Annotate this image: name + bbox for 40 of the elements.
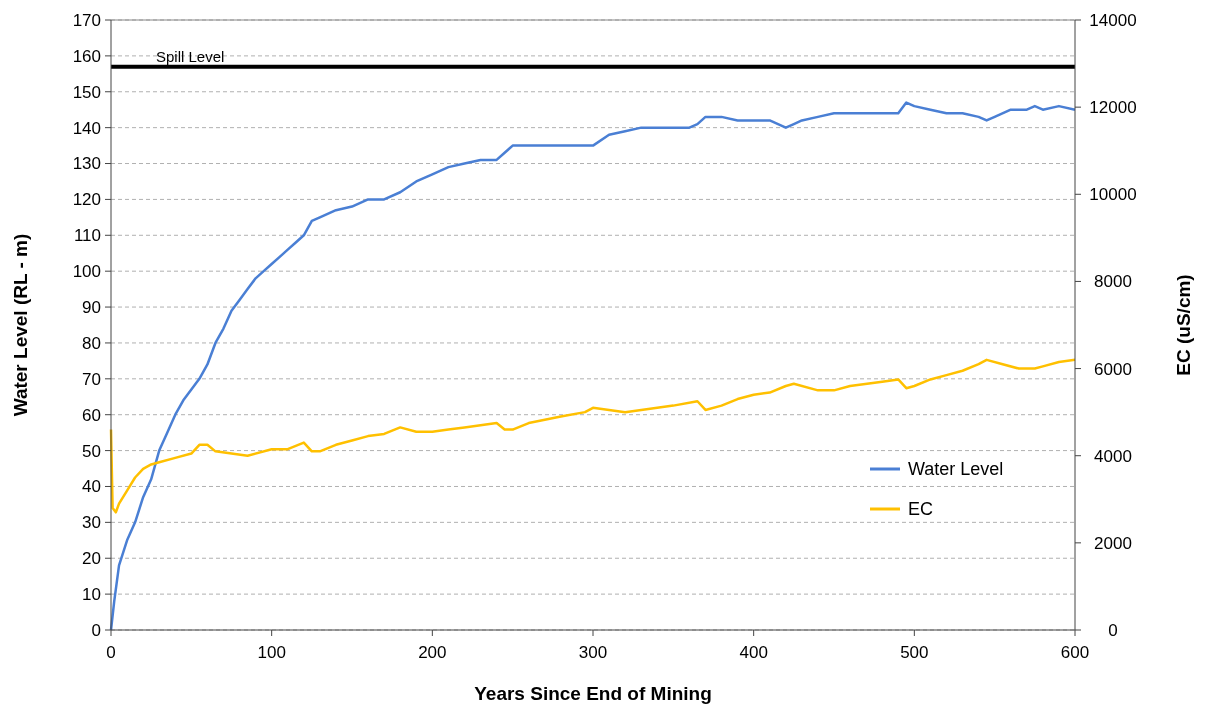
- y-tick-label: 80: [82, 333, 101, 353]
- y-tick-label: 60: [82, 405, 101, 425]
- y-tick-label: 0: [91, 620, 101, 640]
- y2-tick-label: 10000: [1089, 185, 1137, 205]
- y2-tick-label: 0: [1108, 620, 1118, 640]
- y2-tick-label: 4000: [1094, 446, 1132, 466]
- x-axis-title: Years Since End of Mining: [474, 683, 712, 704]
- y-tick-label: 160: [72, 46, 101, 66]
- y-tick-label: 130: [72, 154, 101, 174]
- y-tick-label: 150: [72, 82, 101, 102]
- y-tick-label: 110: [73, 226, 101, 246]
- y-tick-label: 100: [72, 262, 101, 282]
- y2-tick-label: 2000: [1094, 533, 1132, 553]
- x-tick-label: 200: [418, 643, 447, 662]
- x-tick-label: 500: [900, 643, 929, 662]
- y2-tick-label: 6000: [1094, 359, 1132, 379]
- x-tick-label: 600: [1060, 643, 1090, 662]
- y2-tick-label: 12000: [1089, 98, 1137, 118]
- y-tick-label: 70: [82, 369, 101, 389]
- y-tick-label: 170: [72, 10, 101, 30]
- legend-label: Water Level: [908, 459, 1004, 480]
- y2-tick-label: 8000: [1094, 272, 1132, 292]
- ref-line-label: Spill Level: [156, 47, 225, 65]
- y-axis-title: Water Level (RL - m): [10, 233, 31, 417]
- x-tick-label: 400: [739, 643, 768, 662]
- legend-label: EC: [908, 499, 934, 520]
- y-tick-label: 90: [82, 298, 101, 318]
- x-tick-label: 100: [257, 643, 286, 662]
- y-tick-label: 40: [82, 477, 101, 497]
- y2-axis-title: EC (uS/cm): [1173, 274, 1194, 376]
- y-tick-label: 10: [82, 585, 101, 605]
- y-tick-label: 50: [82, 441, 101, 461]
- y-tick-label: 30: [82, 513, 101, 533]
- y-tick-label: 140: [72, 118, 101, 138]
- y-tick-label: 20: [82, 549, 101, 569]
- y2-tick-label: 14000: [1089, 10, 1137, 30]
- x-tick-label: 0: [106, 643, 116, 662]
- x-tick-label: 300: [578, 643, 608, 662]
- line-series: [109, 358, 1077, 514]
- y-tick-label: 120: [72, 190, 101, 210]
